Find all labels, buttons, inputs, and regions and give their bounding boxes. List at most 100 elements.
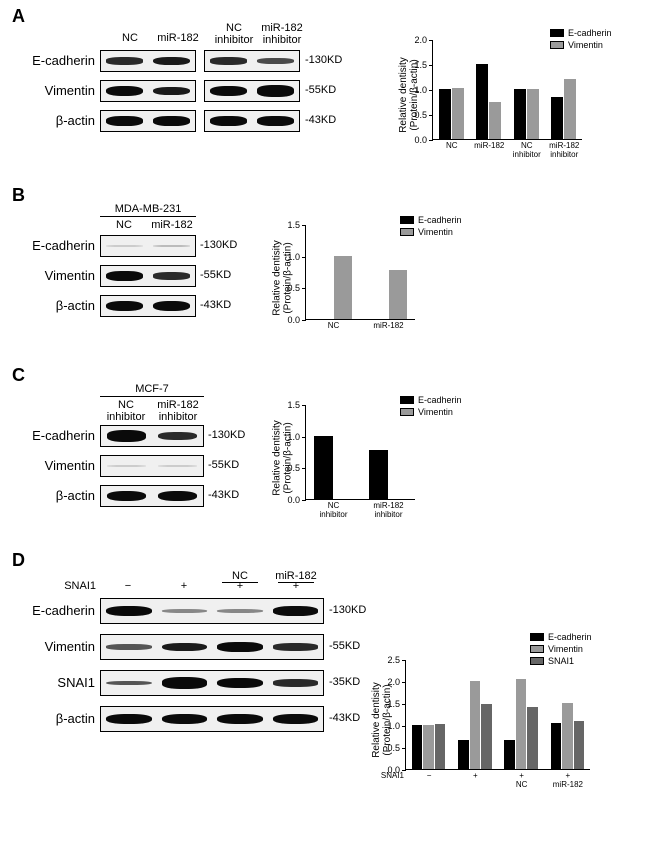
blot-row-label: β-actin — [15, 113, 95, 128]
panel-c-lane-header: NC inhibitor — [100, 399, 152, 423]
legend-text: E-cadherin — [568, 28, 612, 38]
legend-item: Vimentin — [400, 407, 462, 417]
legend-swatch — [550, 29, 564, 37]
y-tick-label: 2.5 — [387, 655, 400, 665]
x-tick-label: NCinhibitor — [508, 142, 546, 160]
blot-box — [100, 634, 324, 660]
y-axis-title: Relative dentisity(Protein/β-actin) — [271, 230, 293, 325]
y-tick-label: 1.5 — [287, 220, 300, 230]
legend-swatch — [530, 633, 544, 641]
kd-label: -55KD — [305, 84, 336, 96]
kd-label: -55KD — [208, 459, 239, 471]
panel-d-lane-header: NC — [212, 570, 268, 582]
chart-bar — [412, 725, 423, 769]
blot-row-label: Vimentin — [15, 268, 95, 283]
panel-b-lane-header: miR-182 — [148, 219, 196, 231]
legend-text: SNAI1 — [548, 656, 574, 666]
legend-item: E-cadherin — [400, 395, 462, 405]
panel-b-label: B — [12, 185, 25, 206]
panel-d-lane-header: + — [156, 580, 212, 592]
x-tick-label: miR-182 — [361, 322, 416, 331]
blot-box — [100, 265, 196, 287]
legend-text: Vimentin — [568, 40, 603, 50]
chart-bar — [527, 707, 538, 769]
panel-c-label: C — [12, 365, 25, 386]
panel-d-legend: E-cadherin Vimentin SNAI1 — [530, 632, 592, 668]
blot-box — [100, 706, 324, 732]
chart-bar — [551, 97, 563, 140]
y-tick-label: 2.0 — [414, 35, 427, 45]
chart-bar — [435, 724, 446, 769]
kd-label: -43KD — [200, 299, 231, 311]
kd-label: -43KD — [329, 712, 360, 724]
kd-label: -130KD — [305, 54, 342, 66]
panel-a-lane-header: miR-182 inhibitor — [258, 22, 306, 46]
blot-box — [100, 455, 204, 477]
legend-item: E-cadherin — [530, 632, 592, 642]
legend-swatch — [400, 216, 414, 224]
panel-c-legend: E-cadherin Vimentin — [400, 395, 462, 419]
blot-box — [100, 425, 204, 447]
blot-box — [204, 50, 300, 72]
legend-text: E-cadherin — [418, 395, 462, 405]
chart-bar — [470, 681, 481, 769]
chart-bar — [458, 740, 469, 769]
blot-row-label: β-actin — [15, 488, 95, 503]
y-axis-title: Relative dentisity(Protein/β-actin) — [398, 45, 420, 145]
legend-text: E-cadherin — [418, 215, 462, 225]
panel-b-legend: E-cadherinVimentin — [400, 215, 462, 239]
x-tick-label: + — [452, 772, 498, 781]
kd-label: -130KD — [200, 239, 237, 251]
x-tick-label: NC — [433, 142, 471, 151]
blot-row-label: SNAI1 — [15, 675, 95, 690]
panel-a-lane-header: miR-182 — [154, 32, 202, 44]
panel-a-lane-header: NC inhibitor — [210, 22, 258, 46]
kd-label: -130KD — [329, 604, 366, 616]
cell-line-label: MCF-7 — [122, 383, 182, 395]
panel-a: A NCmiR-182NC inhibitormiR-182 inhibitor… — [0, 0, 650, 180]
snai1-x-label: SNAI1 — [366, 772, 404, 781]
blot-box — [204, 80, 300, 102]
blot-row-label: Vimentin — [15, 83, 95, 98]
panel-c-chart: 0.00.51.01.5Relative dentisity(Protein/β… — [305, 405, 415, 500]
x-tick-label: miR-182 — [471, 142, 509, 151]
legend-item: Vimentin — [550, 40, 612, 50]
legend-swatch — [530, 657, 544, 665]
legend-text: Vimentin — [548, 644, 583, 654]
chart-bar — [481, 704, 492, 769]
blot-row-label: Vimentin — [15, 458, 95, 473]
kd-label: -55KD — [200, 269, 231, 281]
legend-swatch — [400, 228, 414, 236]
panel-a-label: A — [12, 6, 25, 27]
panel-d-lane-header: miR-182 — [268, 570, 324, 582]
chart-bar — [439, 89, 451, 139]
chart-bar — [527, 89, 539, 139]
y-tick-label: 1.5 — [287, 400, 300, 410]
blot-box — [100, 295, 196, 317]
blot-row-label: E-cadherin — [15, 53, 95, 68]
x-tick-label: miR-182inhibitor — [546, 142, 584, 160]
chart-bar — [314, 436, 332, 499]
legend-swatch — [400, 408, 414, 416]
blot-box — [100, 670, 324, 696]
kd-label: -130KD — [208, 429, 245, 441]
x-tick-label: NC — [306, 322, 361, 331]
legend-swatch — [550, 41, 564, 49]
legend-text: E-cadherin — [548, 632, 592, 642]
panel-d-label: D — [12, 550, 25, 571]
blot-row-label: Vimentin — [15, 639, 95, 654]
chart-bar — [564, 79, 576, 139]
panel-d: D SNAI1−++NC+miR-182E-cadherin-130KDVime… — [0, 550, 650, 850]
chart-bar — [562, 703, 573, 769]
blot-row-label: β-actin — [15, 711, 95, 726]
chart-bar — [423, 725, 434, 769]
chart-bar — [514, 89, 526, 139]
chart-bar — [369, 450, 387, 499]
blot-box — [100, 485, 204, 507]
blot-box — [100, 235, 196, 257]
chart-bar — [504, 740, 515, 769]
legend-text: Vimentin — [418, 407, 453, 417]
blot-row-label: E-cadherin — [15, 428, 95, 443]
legend-item: Vimentin — [530, 644, 592, 654]
chart-bar — [334, 256, 352, 319]
